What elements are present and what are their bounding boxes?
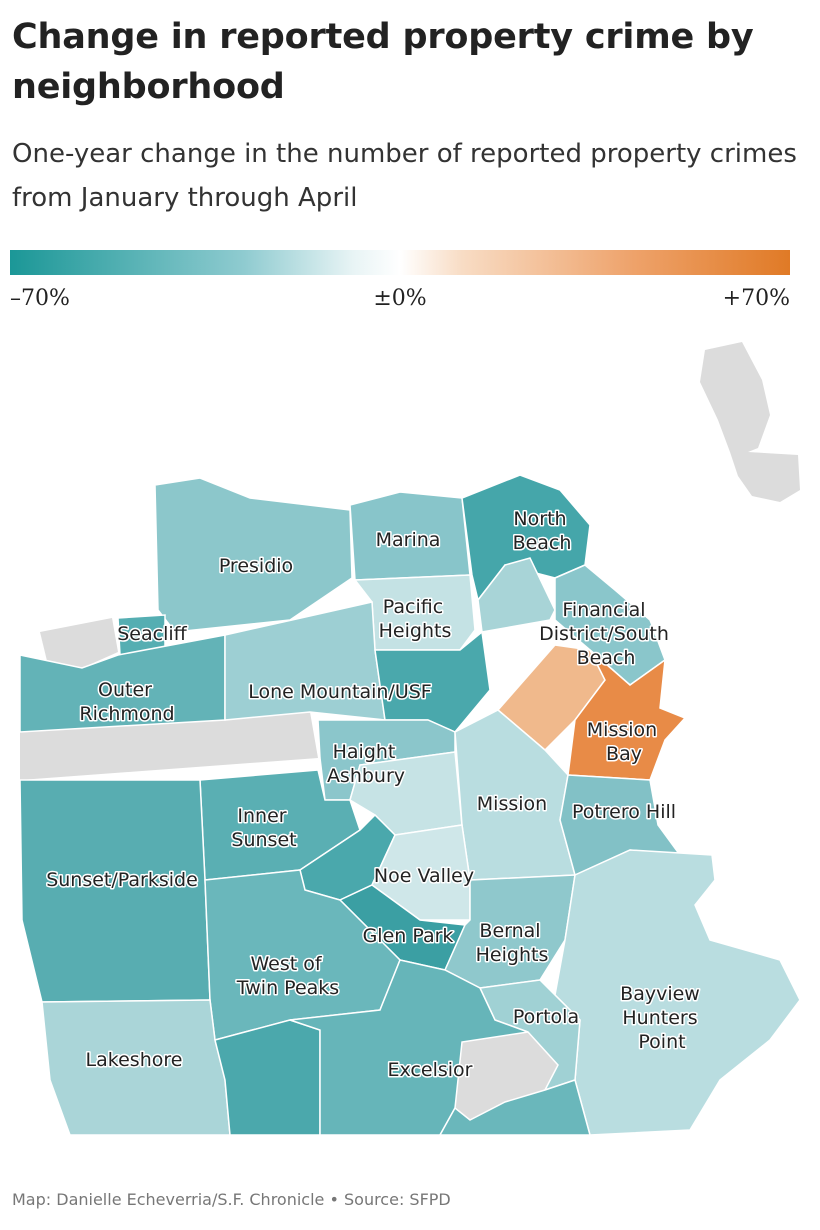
source-credit: Map: Danielle Echeverria/S.F. Chronicle … xyxy=(12,1190,451,1209)
treasure-island-shape xyxy=(700,342,800,502)
label-excelsior: Excelsior xyxy=(388,1059,473,1081)
label-lone-mountain-usf: Lone Mountain/USF xyxy=(248,681,431,703)
chart-title: Change in reported property crime by nei… xyxy=(12,17,754,107)
label-financial-district-south-beach: Financial District/South Beach xyxy=(539,599,669,669)
label-sunset-parkside: Sunset/Parkside xyxy=(46,869,198,891)
label-marina: Marina xyxy=(376,529,441,551)
label-bayview-hunters-point: Bayview Hunters Point xyxy=(620,983,700,1053)
sf-neighborhood-map: Presidio Marina North Beach Seacliff Paci… xyxy=(19,342,801,1136)
label-lakeshore: Lakeshore xyxy=(86,1049,183,1071)
label-bernal-heights: Bernal Heights xyxy=(476,920,549,966)
region-marina xyxy=(349,491,471,581)
label-west-of-twin-peaks: West of Twin Peaks xyxy=(236,953,339,999)
label-mission-bay: Mission Bay xyxy=(587,719,657,765)
label-haight-ashbury: Haight Ashbury xyxy=(327,741,405,787)
label-pacific-heights: Pacific Heights xyxy=(379,596,452,642)
mclaren-park-shape xyxy=(455,1032,558,1120)
color-scale-legend xyxy=(10,250,790,275)
region-visitacion-valley xyxy=(438,1079,591,1136)
label-potrero-hill: Potrero Hill xyxy=(572,801,676,823)
legend-min-label: –70% xyxy=(10,286,70,311)
golden-gate-park-shape xyxy=(20,712,318,780)
legend-max-label: +70% xyxy=(722,286,790,311)
label-presidio: Presidio xyxy=(219,555,293,577)
lands-end-shape xyxy=(40,618,118,668)
label-seacliff: Seacliff xyxy=(117,623,187,645)
region-mission-bay xyxy=(567,649,687,781)
label-portola: Portola xyxy=(513,1006,579,1028)
label-mission: Mission xyxy=(477,793,547,815)
label-outer-richmond: Outer Richmond xyxy=(79,679,174,725)
label-glen-park: Glen Park xyxy=(363,925,454,947)
label-north-beach: North Beach xyxy=(513,508,572,554)
region-excelsior xyxy=(289,959,529,1136)
chart-subtitle: One-year change in the number of reporte… xyxy=(12,139,797,213)
legend-mid-label: ±0% xyxy=(373,286,427,311)
label-noe-valley: Noe Valley xyxy=(374,865,474,887)
label-inner-sunset: Inner Sunset xyxy=(231,805,296,851)
region-sunset-parkside xyxy=(19,779,211,1003)
region-oceanview xyxy=(214,1019,321,1136)
